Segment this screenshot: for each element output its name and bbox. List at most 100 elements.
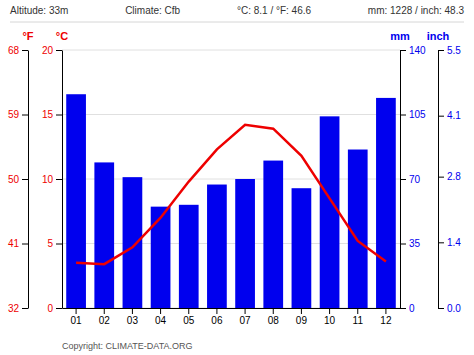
tick-label: 1.4 [447,237,461,248]
tick-mark [160,308,161,314]
tick-label: 5.5 [447,45,461,56]
tick: 5 [47,238,62,249]
tick-mark [400,308,406,309]
tick: 59 [8,109,28,120]
tick-mark [438,116,444,117]
tick-mark [216,308,217,314]
tick-label: 0 [47,303,53,314]
tick-label: 04 [155,315,167,326]
header-text: mm: 1228 / inch: 48.3 [368,5,465,16]
tick-mark [400,179,406,180]
tick: 08 [268,308,280,326]
tick-mark [56,308,62,309]
tick-label: 50 [8,174,20,185]
tick: 02 [99,308,111,326]
tick-label: 0 [409,303,415,314]
tick-mark [22,115,28,116]
tick: 50 [8,174,28,185]
tick: 105 [400,109,426,120]
header-text: Altitude: 33m [10,5,68,16]
bar [94,162,114,308]
tick-label: 01 [71,315,83,326]
tick: 04 [155,308,167,326]
bar [151,207,171,308]
tick: 70 [400,174,421,185]
tick-label: 32 [8,303,20,314]
bar [207,185,227,308]
tick: 4.1 [438,110,461,121]
tick-mark [400,115,406,116]
tick: 2.8 [438,171,461,182]
tick-label: 12 [380,315,392,326]
grid-line [62,114,400,115]
tick-mark [438,50,444,51]
axis-title: °C [56,30,68,42]
plot-area [66,94,396,308]
tick: 06 [211,308,223,326]
tick-mark [188,308,189,314]
axis-title: inch [427,30,450,42]
tick: 0.0 [438,303,461,314]
tick: 140 [400,45,426,56]
tick-mark [357,308,358,314]
axis-y4ticks: 0.0 1.4 2.8 4.1 5.5 [438,45,461,314]
tick: 68 [8,45,28,56]
tick: 01 [71,308,83,326]
tick-label: 08 [268,315,280,326]
tick-mark [329,308,330,314]
tick-label: 70 [409,174,421,185]
tick: 1.4 [438,237,461,248]
tick: 11 [353,308,364,326]
tick-label: 02 [99,315,111,326]
bar [123,177,143,308]
bar [376,98,396,308]
chart: Altitude: 33m Climate: Cfb °C: 8.1 / °F: 4… [0,0,474,355]
x-axis: 01 02 03 04 05 06 07 08 09 10 11 12 [63,308,401,326]
tick-mark [56,179,62,180]
tick-mark [22,308,28,309]
header-text: Climate: Cfb [125,5,180,16]
tick: 12 [380,308,392,326]
header-text: °C: 8.1 / °F: 46.6 [237,5,312,16]
tick: 10 [42,174,62,185]
bar [235,179,255,308]
tick-label: 5 [47,238,53,249]
tick: 20 [42,45,62,56]
header: Altitude: 33m Climate: Cfb °C: 8.1 / °F: 4… [10,5,464,16]
tick-label: 05 [183,315,195,326]
tick-mark [301,308,302,314]
tick-mark [400,244,406,245]
tick-label: 0.0 [447,303,461,314]
bar [320,116,340,308]
tick-label: 2.8 [447,171,461,182]
tick-label: 68 [8,45,20,56]
bar [66,94,86,308]
tick-label: 15 [42,109,54,120]
header-rule [10,22,464,23]
tick-label: 07 [240,315,252,326]
tick-mark [56,244,62,245]
tick-mark [56,50,62,51]
tick: 09 [296,308,308,326]
tick-mark [104,308,105,314]
axis-y2ticks: 0 35 70 105 140 [400,45,426,314]
bar [292,188,312,308]
tick-mark [76,308,77,314]
axis-line [28,51,29,309]
axis-line [62,51,63,309]
tick: 32 [8,303,28,314]
axis-y3ticks: 3241505968 [8,45,29,314]
tick-label: 10 [324,315,336,326]
tick: 0 [400,303,415,314]
axis-line [63,308,401,309]
tick: 05 [183,308,195,326]
tick-label: 140 [409,45,426,56]
tick-label: 105 [409,109,426,120]
tick-label: 11 [353,315,364,326]
tick: 35 [400,238,421,249]
grid [62,50,400,308]
line [76,125,386,264]
tick: 03 [127,308,139,326]
tick-mark [22,244,28,245]
tick: 15 [42,109,62,120]
